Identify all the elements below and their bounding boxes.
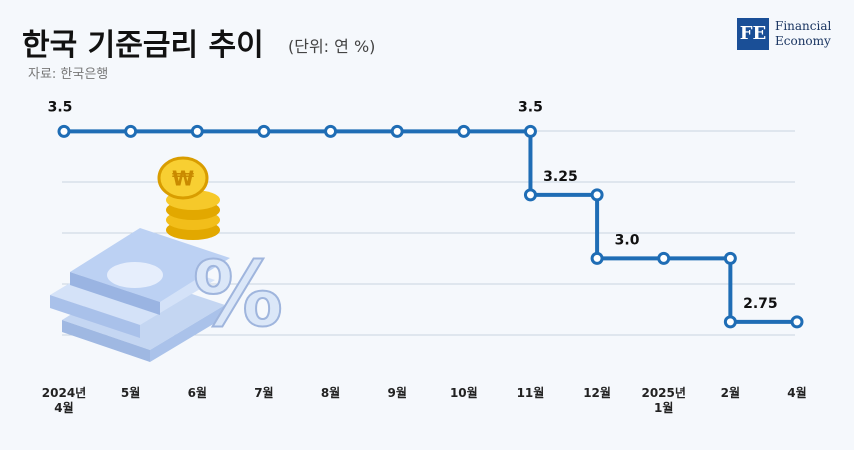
svg-text:%: % <box>193 242 283 347</box>
point <box>390 124 404 138</box>
x-tick-label: 5월 <box>120 386 141 400</box>
data-label: 3.5 <box>518 99 543 115</box>
chart-subtitle: (단위: 연 %) <box>288 37 376 56</box>
x-tick-label: 2025년 1월 <box>641 386 686 415</box>
point <box>590 251 604 265</box>
point <box>324 124 338 138</box>
x-tick-label: 9월 <box>387 386 407 400</box>
x-tick-label: 7월 <box>254 386 274 400</box>
point <box>523 188 537 202</box>
step-corner <box>723 251 737 265</box>
data-label: 3.5 <box>48 99 73 115</box>
point <box>57 124 71 138</box>
svg-text:₩: ₩ <box>172 167 194 191</box>
illustration: ₩ % <box>50 156 284 362</box>
point <box>257 124 271 138</box>
point <box>190 124 204 138</box>
x-tick-label: 4월 <box>787 386 807 400</box>
x-tick-label: 10월 <box>449 386 478 400</box>
x-tick-label: 6월 <box>187 386 207 400</box>
data-label: 2.75 <box>743 296 778 312</box>
data-label: 3.25 <box>543 169 578 185</box>
step-corner <box>523 124 537 138</box>
point <box>790 315 804 329</box>
step-corner <box>590 188 604 202</box>
point <box>723 315 737 329</box>
data-label: 3.0 <box>615 232 640 248</box>
x-tick-label: 11월 <box>516 386 545 400</box>
x-tick-label: 8월 <box>320 386 341 400</box>
logo-name: Financial Economy <box>775 19 832 48</box>
x-tick-label: 12월 <box>583 386 611 400</box>
point <box>457 124 471 138</box>
point <box>124 124 138 138</box>
logo-mark: FE <box>737 18 769 50</box>
x-tick-label: 2월 <box>720 386 741 400</box>
chart-title: 한국 기준금리 추이 <box>22 28 264 63</box>
point <box>657 251 671 265</box>
x-tick-label: 2024년 4월 <box>41 386 87 415</box>
source: 자료: 한국은행 <box>28 67 109 82</box>
